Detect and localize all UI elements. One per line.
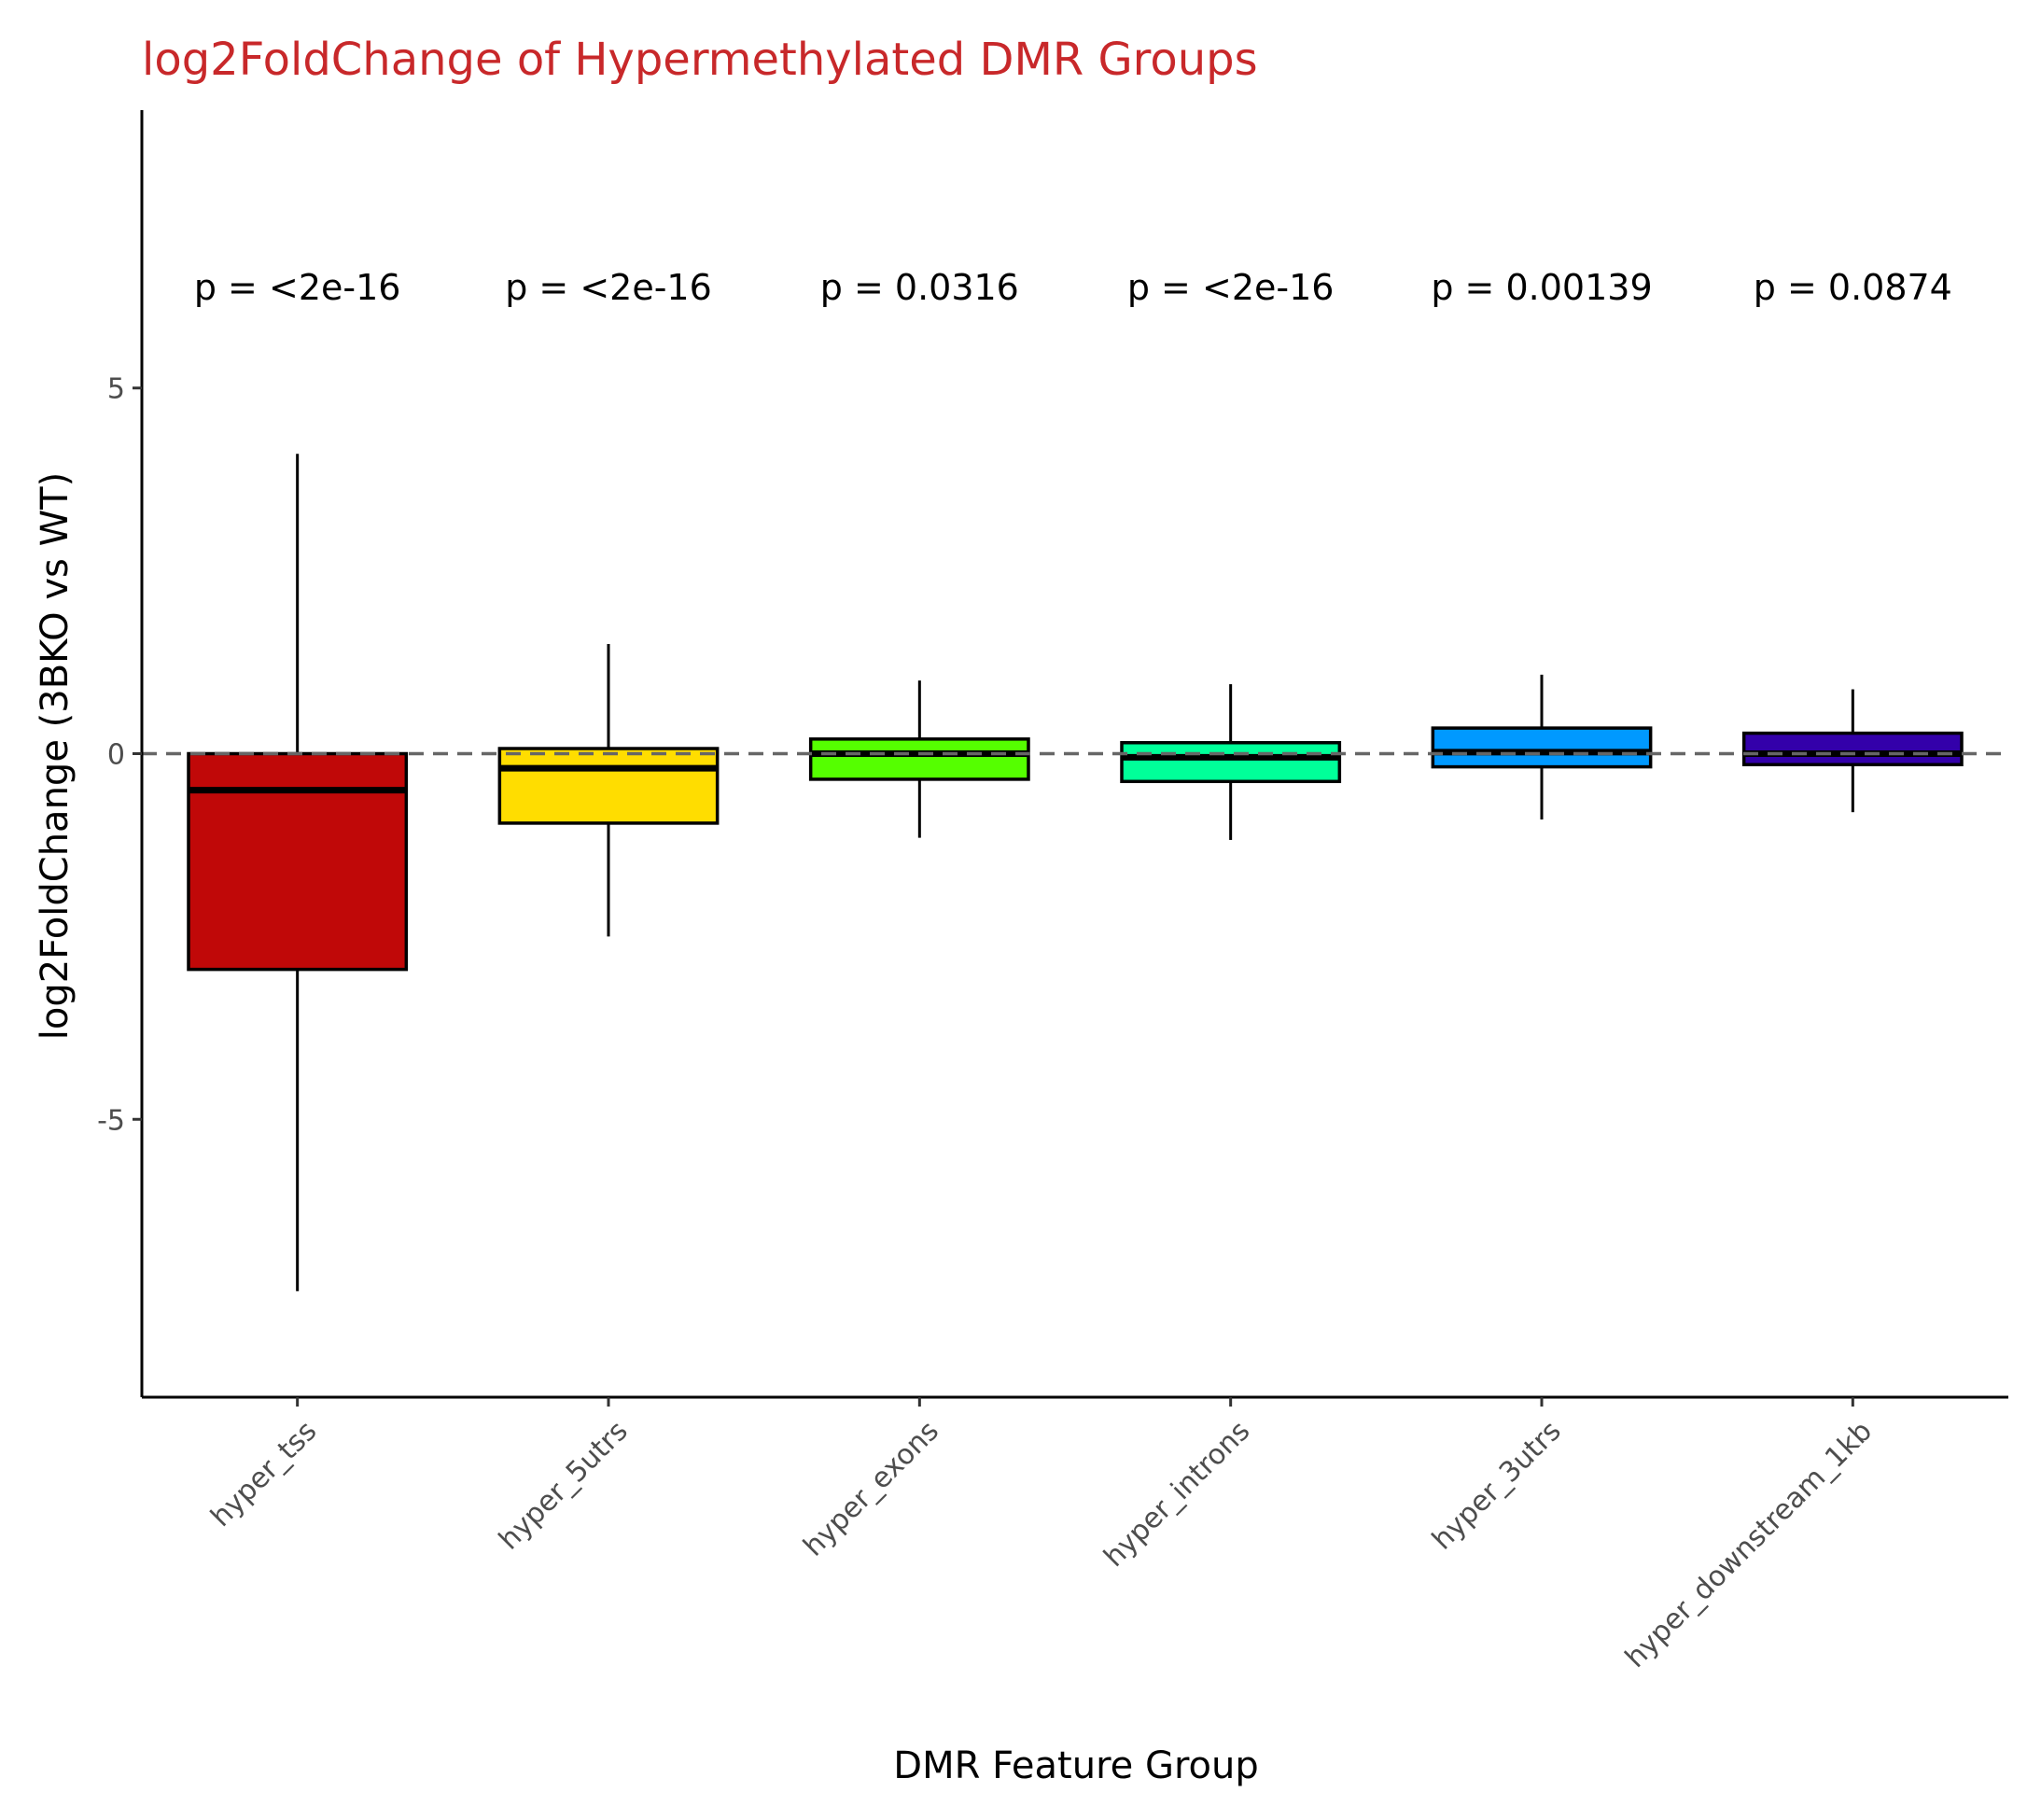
p-value-label: p = <2e-16 xyxy=(1127,267,1335,308)
x-tick-label: hyper_introns xyxy=(1097,1415,1256,1574)
p-value-label: p = <2e-16 xyxy=(505,267,712,308)
box-hyper_exons xyxy=(808,737,1030,781)
plot-area: 5 0 -5 hyper_tss p = <2e-16 hyper_5utrs p = <2… xyxy=(97,110,2008,1674)
x-tick-label: hyper_tss xyxy=(204,1415,323,1533)
y-tick-label: 0 xyxy=(107,739,125,772)
y-axis-title: log2FoldChange (3BKO vs WT) xyxy=(34,472,77,1040)
box-hyper_downstream_1kb xyxy=(1741,731,1964,767)
box-hyper_tss xyxy=(187,751,409,972)
x-tick-label: hyper_exons xyxy=(797,1415,945,1563)
box-hyper_3utrs xyxy=(1431,726,1653,769)
p-value-label: p = <2e-16 xyxy=(194,267,401,308)
y-tick-label: 5 xyxy=(107,373,125,406)
x-tick-label: hyper_downstream_1kb xyxy=(1619,1415,1879,1674)
p-value-label: p = 0.0316 xyxy=(820,267,1019,308)
x-tick-label: hyper_3utrs xyxy=(1426,1415,1568,1557)
box-hyper_introns xyxy=(1120,740,1342,784)
box-hyper_5utrs xyxy=(497,747,720,825)
p-value-label: p = 0.00139 xyxy=(1431,267,1652,308)
x-tick-label: hyper_5utrs xyxy=(493,1415,635,1557)
y-tick-label: -5 xyxy=(97,1104,125,1137)
chart-title: log2FoldChange of Hypermethylated DMR Gr… xyxy=(142,34,1258,86)
p-value-label: p = 0.0874 xyxy=(1754,267,1952,308)
x-axis-title: DMR Feature Group xyxy=(893,1744,1258,1787)
